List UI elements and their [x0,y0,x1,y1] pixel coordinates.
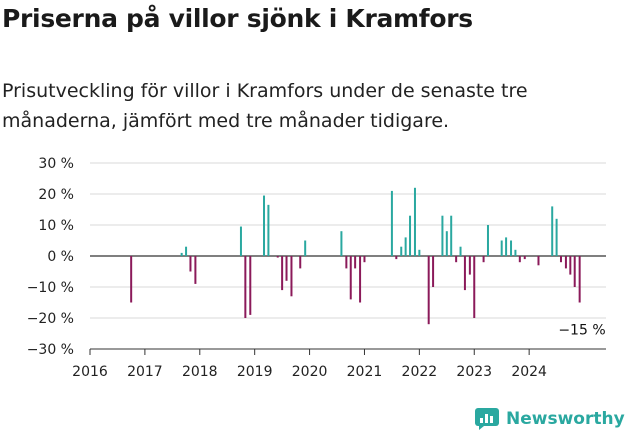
bar [349,256,352,300]
bar [450,215,453,256]
x-axis: 2016 2017 2018 2019 2020 2021 2022 2023 2024 [72,348,606,380]
bar [185,246,188,256]
bar [445,231,448,256]
chart-subtitle: Prisutveckling för villor i Kramfors und… [2,80,528,132]
x-tick-label: 2020 [292,364,328,380]
bar [395,256,398,260]
brand: Newsworthy [474,407,625,431]
bar [510,240,513,256]
bar [189,256,192,272]
bar [239,226,242,256]
bar [514,249,517,256]
bar [418,249,421,256]
x-tick-label: 2024 [511,364,547,380]
x-tick-label: 2023 [456,364,492,380]
bar [463,256,466,291]
bar [455,256,458,263]
x-tick-label: 2016 [72,364,108,380]
x-tick-label: 2019 [237,364,273,380]
bar [390,190,393,256]
y-axis: 30 % 20 % 10 % 0 % −10 % −20 % −30 % [27,156,74,358]
bar [555,218,558,256]
bar [244,256,247,318]
chart-title: Priserna på villor sjönk i Kramfors [2,4,473,33]
bar [180,252,183,256]
bar [359,256,362,303]
y-tick-label: −20 % [27,311,74,327]
bar [290,256,293,297]
bar [505,237,508,256]
bar [363,256,366,263]
bar [486,225,489,256]
bar [573,256,576,287]
bar [263,195,266,256]
x-tick-label: 2017 [127,364,163,380]
y-tick-label: −30 % [27,342,74,358]
x-tick-label: 2021 [347,364,383,380]
bar [194,256,197,284]
bar [500,240,503,256]
bar [267,204,270,256]
bar [441,215,444,256]
bar [340,231,343,256]
bar [285,256,288,281]
last-value-annotation: −15 % [558,323,605,339]
y-tick-label: 10 % [38,218,74,234]
bar [276,256,279,258]
bar [523,256,526,260]
bar [578,256,581,303]
bar [537,256,540,266]
bar [518,256,521,263]
bar [299,256,302,269]
y-tick-label: −10 % [27,280,74,296]
x-tick-label: 2022 [402,364,438,380]
bar [427,256,430,325]
bar [304,240,307,256]
bar [432,256,435,287]
bar [249,256,252,315]
bar [413,187,416,256]
gridlines [90,162,606,350]
bar [468,256,471,275]
bar [564,256,567,269]
brand-name: Newsworthy [506,409,625,429]
x-tick-label: 2018 [182,364,218,380]
bar [281,256,284,291]
y-tick-label: 0 % [47,249,74,265]
bar [559,256,562,263]
y-tick-label: 20 % [38,187,74,203]
bar [409,215,412,256]
bars [130,187,581,325]
bar [400,246,403,256]
bar [130,256,133,303]
bar [459,246,462,256]
newsworthy-logo-icon [475,408,499,430]
bar [569,256,572,275]
bar [404,237,407,256]
bar [551,206,554,256]
bar [482,256,485,263]
y-tick-label: 30 % [38,156,74,172]
bar [473,256,476,318]
bar [345,256,348,269]
bar [354,256,357,269]
